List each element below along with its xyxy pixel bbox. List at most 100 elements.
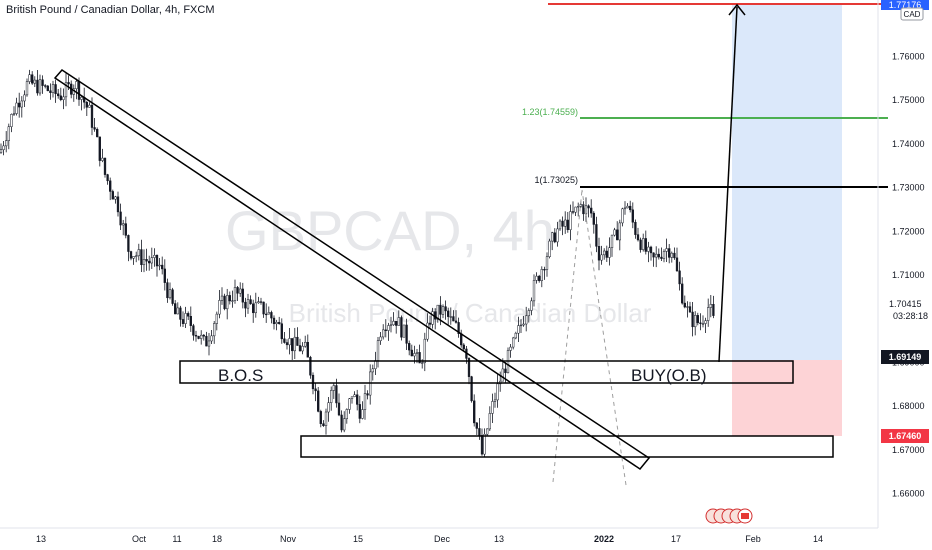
candle-body — [64, 82, 68, 98]
time-tick-label: 14 — [813, 534, 823, 544]
candle-body — [387, 325, 390, 331]
price-tick-label: 1.67000 — [892, 445, 925, 455]
bos-label: B.O.S — [218, 366, 263, 385]
target-price-badge — [881, 0, 929, 10]
candle-body — [158, 264, 161, 267]
candle-body — [226, 295, 229, 310]
candle-body — [454, 320, 458, 323]
candle-body — [405, 324, 408, 344]
candle-body — [46, 85, 49, 92]
candle-body — [431, 311, 434, 325]
candle-body — [197, 335, 200, 339]
candle-body — [670, 252, 673, 258]
candle-body — [127, 235, 130, 252]
candle-body — [10, 114, 13, 127]
price-tick-label: 1.68000 — [892, 401, 925, 411]
candle-body — [239, 288, 242, 294]
candle-body — [626, 205, 629, 209]
time-tick-label: 18 — [212, 534, 222, 544]
stop-price-text: 1.67460 — [889, 431, 922, 441]
candle-body — [418, 352, 421, 364]
candle-body — [397, 317, 400, 326]
candle-body — [171, 289, 174, 304]
candle-body — [384, 329, 387, 331]
price-tick-label: 1.73000 — [892, 183, 925, 193]
candle-body — [218, 300, 221, 315]
candle-body — [535, 275, 538, 281]
candle-body — [132, 256, 135, 259]
candle-body — [678, 270, 681, 285]
candle-body — [54, 84, 57, 95]
candle-body — [655, 253, 658, 258]
candle-body — [415, 352, 419, 354]
candle-body — [309, 356, 312, 376]
candle-body — [488, 413, 491, 430]
time-scale[interactable]: 13 Oct 11 18 Nov 15 Dec 13 2022 17 Feb 14 — [36, 534, 823, 544]
candle-body — [467, 358, 471, 377]
candle-body — [161, 264, 164, 270]
candle-body — [119, 211, 122, 226]
candle-body — [558, 220, 562, 230]
candle-body — [213, 323, 216, 337]
price-tick-label: 1.75000 — [892, 95, 925, 105]
candle-body — [111, 191, 114, 200]
time-tick-label: Oct — [132, 534, 147, 544]
candle-body — [621, 208, 624, 224]
candle-body — [673, 252, 676, 259]
currency-badge[interactable] — [900, 7, 924, 21]
candle-body — [688, 306, 692, 313]
candle-body — [291, 338, 294, 352]
candle-body — [278, 322, 281, 324]
trend-channel[interactable] — [53, 69, 651, 471]
entry-price-badge — [881, 350, 929, 364]
order-block-lower[interactable] — [300, 435, 834, 458]
candle-body — [244, 301, 247, 309]
candle-body — [569, 211, 572, 230]
candle-body — [184, 313, 187, 324]
candle-body — [577, 206, 580, 208]
candle-body — [322, 423, 325, 427]
candle-body — [18, 102, 21, 108]
candle-body — [176, 307, 179, 315]
candle-body — [556, 228, 559, 243]
risk-zone[interactable] — [732, 360, 842, 436]
candle-body — [5, 140, 8, 147]
candle-body — [512, 337, 515, 348]
candle-body — [561, 220, 564, 227]
time-tick-label: Feb — [745, 534, 761, 544]
candle-body — [605, 250, 608, 258]
candle-body — [280, 323, 283, 340]
reward-zone[interactable] — [732, 4, 842, 360]
entry-price-text: 1.69149 — [889, 352, 922, 362]
watermark-symbol: GBPCAD, 4h — [225, 199, 555, 262]
candle-body — [77, 81, 81, 100]
candle-body — [517, 325, 520, 334]
candle-body — [166, 282, 169, 299]
candle-body — [343, 418, 346, 431]
time-tick-label: 13 — [36, 534, 46, 544]
candle-body — [623, 207, 627, 210]
candle-body — [285, 342, 289, 346]
candle-body — [51, 84, 55, 93]
candle-body — [140, 249, 143, 266]
candle-body — [98, 136, 101, 161]
candle-body — [522, 323, 525, 326]
projection-arrow[interactable] — [718, 6, 738, 363]
candle-body — [335, 385, 338, 404]
candle-body — [460, 333, 463, 346]
candle-body — [525, 315, 528, 325]
event-flags[interactable] — [705, 508, 753, 524]
candle-body — [571, 211, 575, 213]
candle-body — [540, 269, 543, 281]
candle-body — [330, 390, 333, 403]
candle-body — [647, 246, 650, 252]
candle-body — [631, 209, 634, 223]
candle-body — [683, 302, 686, 308]
time-tick-label: 13 — [494, 534, 504, 544]
order-block-upper[interactable] — [179, 360, 794, 384]
candle-body — [270, 312, 273, 319]
candle-body — [712, 304, 715, 316]
candle-body — [187, 313, 190, 317]
candle-body — [311, 374, 315, 390]
